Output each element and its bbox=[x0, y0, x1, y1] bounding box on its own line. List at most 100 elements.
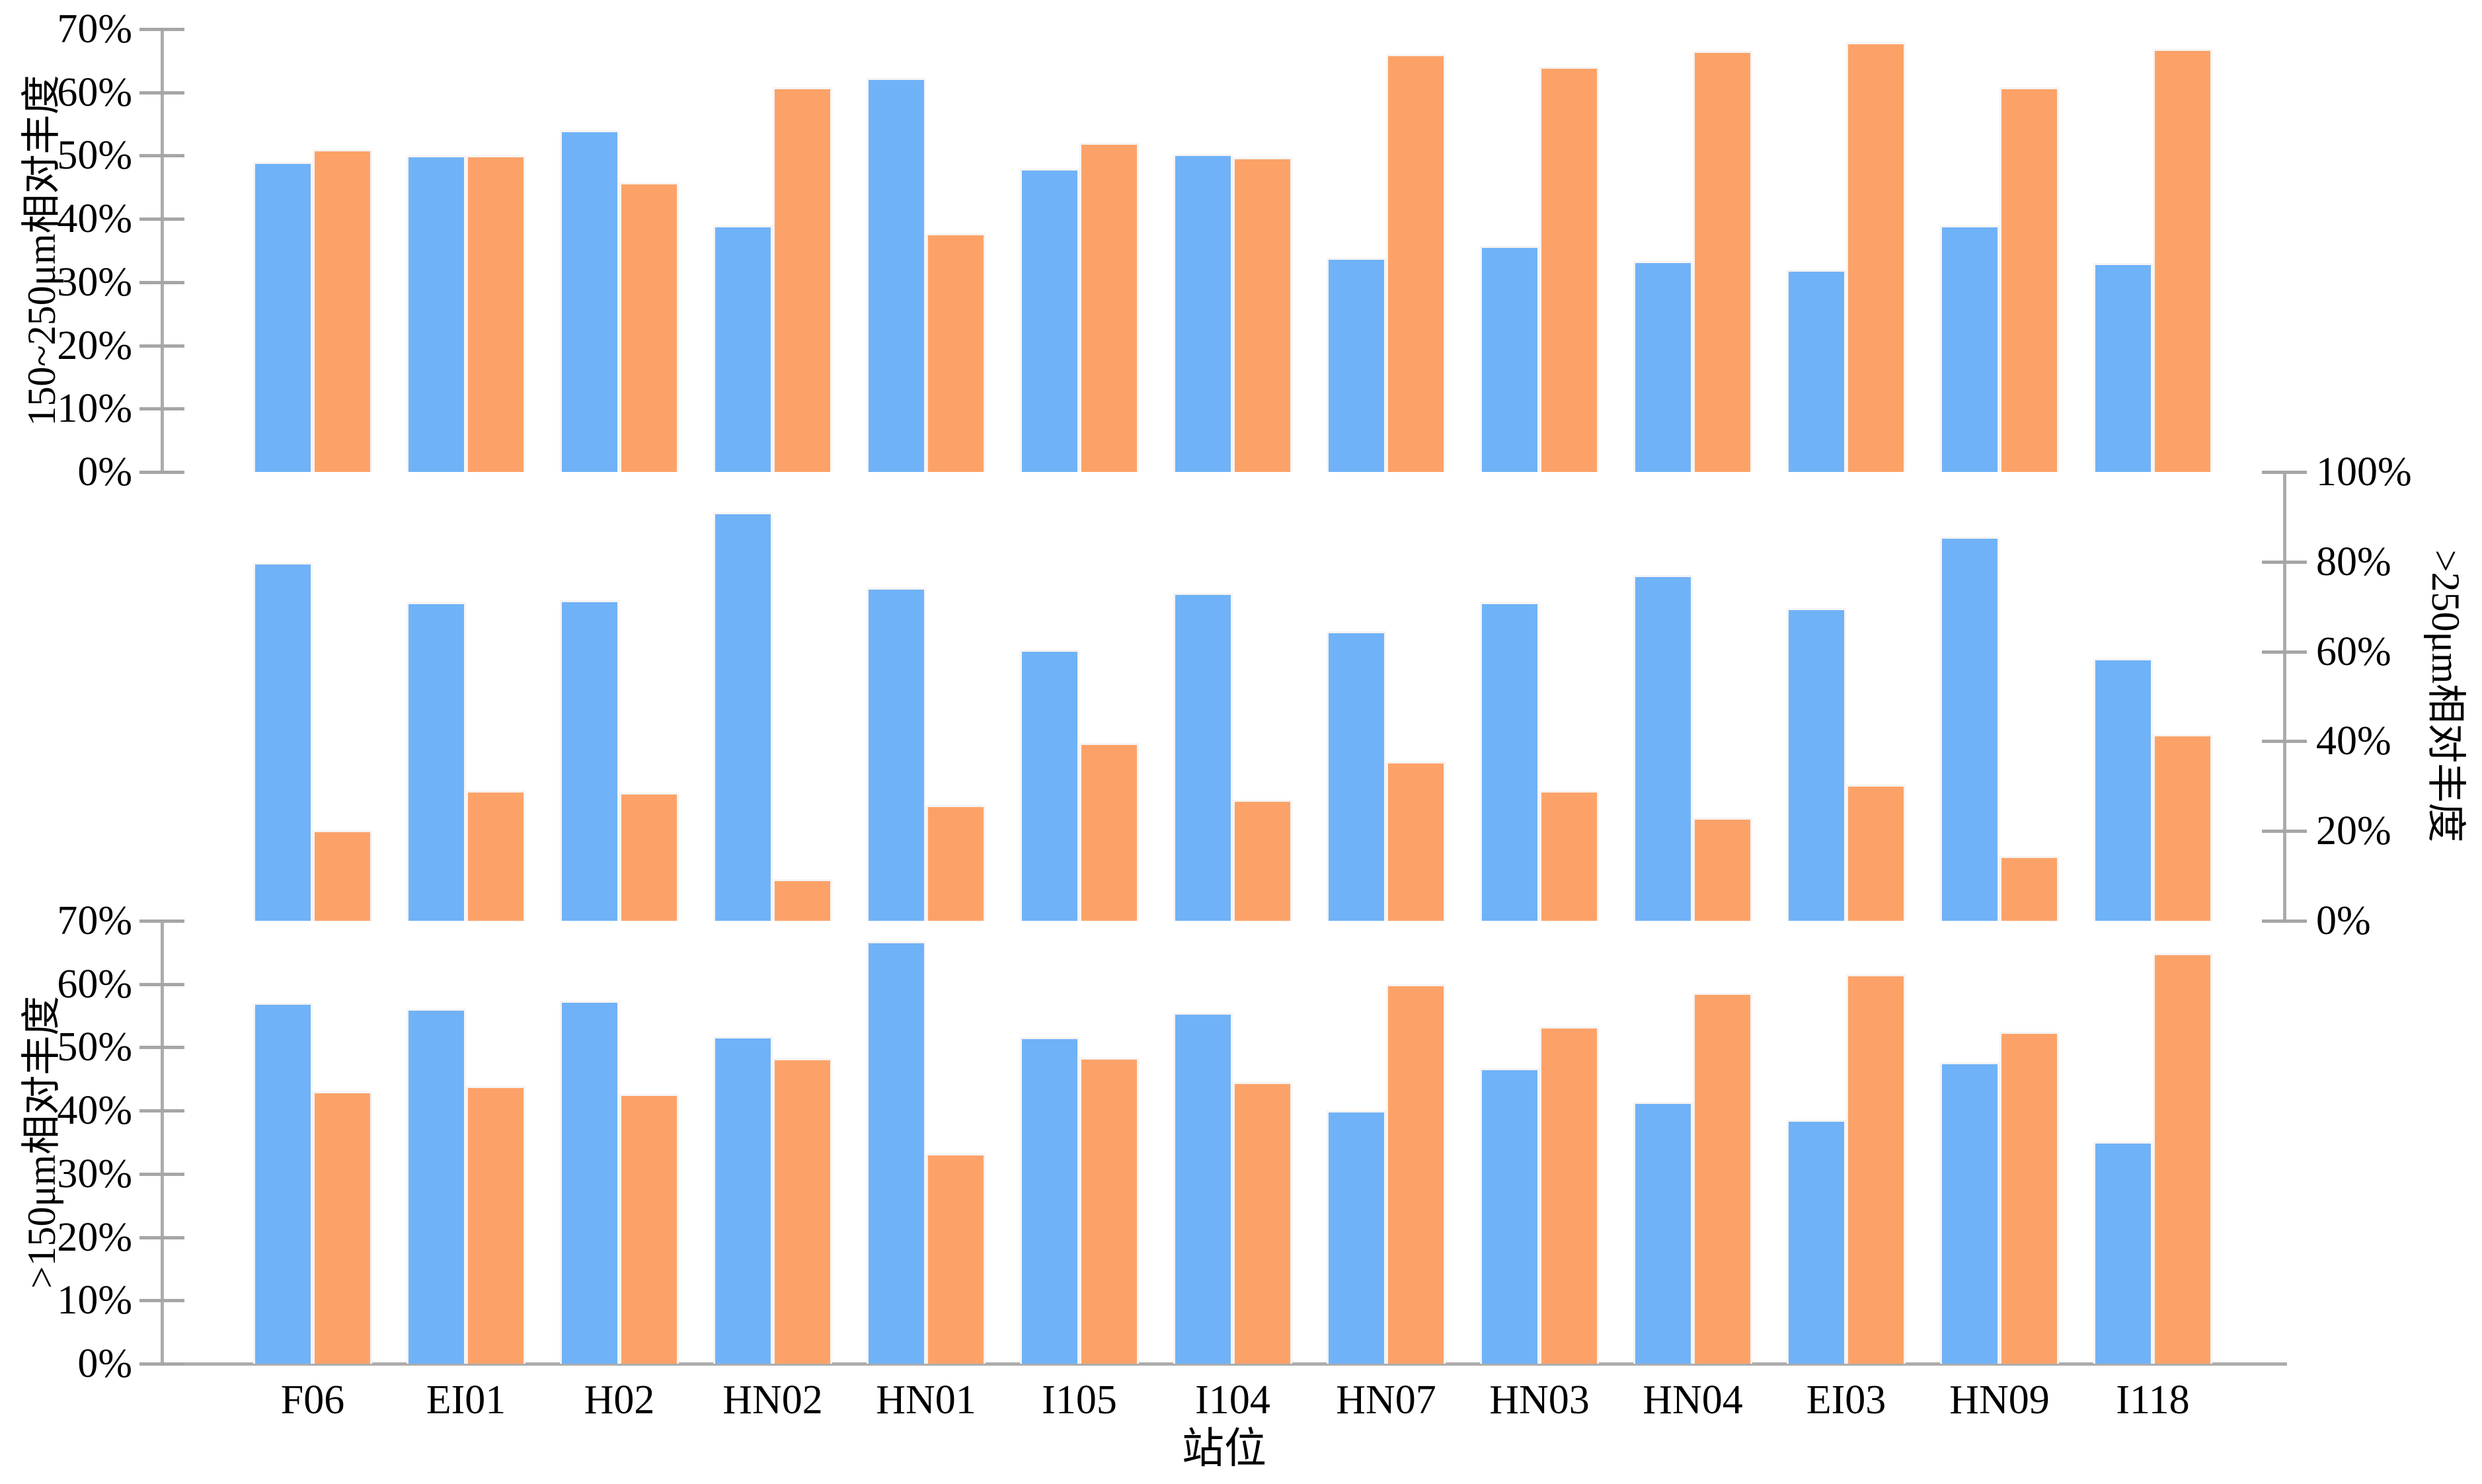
bar-bottom-I104-orange bbox=[1233, 1082, 1292, 1364]
bar-middle-HN07-orange bbox=[1386, 762, 1446, 921]
bar-top-I104-orange bbox=[1233, 157, 1292, 472]
y-tick-label-bottom-40%: 40% bbox=[57, 1088, 132, 1134]
bar-middle-EI01-blue bbox=[407, 602, 466, 921]
y-tick-top-60% bbox=[139, 91, 184, 95]
bar-bottom-HN09-blue bbox=[1940, 1062, 1999, 1364]
bar-top-EI01-orange bbox=[466, 155, 525, 472]
bar-top-I105-blue bbox=[1020, 169, 1079, 472]
bar-bottom-HN07-blue bbox=[1327, 1111, 1386, 1364]
x-label-HN03: HN03 bbox=[1489, 1378, 1590, 1423]
y-tick-label-middle-80%: 80% bbox=[2316, 539, 2391, 584]
bar-middle-HN02-blue bbox=[713, 512, 773, 921]
bar-middle-HN04-blue bbox=[1633, 575, 1693, 921]
y-tick-label-top-40%: 40% bbox=[57, 196, 132, 242]
y-tick-top-50% bbox=[139, 154, 184, 158]
bar-top-HN04-orange bbox=[1693, 51, 1752, 472]
y-tick-top-10% bbox=[139, 407, 184, 411]
y-tick-label-middle-40%: 40% bbox=[2316, 719, 2391, 764]
bar-middle-F06-blue bbox=[253, 563, 313, 921]
y-tick-label-bottom-20%: 20% bbox=[57, 1214, 132, 1260]
y-tick-label-top-20%: 20% bbox=[57, 323, 132, 368]
bar-top-I118-blue bbox=[2093, 263, 2153, 472]
bar-top-HN09-blue bbox=[1940, 225, 1999, 472]
x-axis-line bbox=[161, 1362, 2287, 1366]
bar-middle-HN02-orange bbox=[773, 879, 832, 921]
y-tick-label-bottom-30%: 30% bbox=[57, 1151, 132, 1196]
bar-top-HN03-blue bbox=[1480, 246, 1539, 472]
y-tick-label-top-70%: 70% bbox=[57, 7, 132, 52]
bar-bottom-I105-blue bbox=[1020, 1037, 1079, 1364]
bar-bottom-HN09-orange bbox=[1999, 1032, 2059, 1364]
y-tick-bottom-50% bbox=[139, 1046, 184, 1050]
bar-top-EI03-blue bbox=[1787, 270, 1846, 472]
y-tick-label-bottom-50%: 50% bbox=[57, 1025, 132, 1070]
bar-bottom-H02-blue bbox=[560, 1001, 619, 1364]
bar-bottom-F06-orange bbox=[313, 1091, 372, 1364]
x-label-HN04: HN04 bbox=[1643, 1378, 1743, 1423]
bar-top-HN02-orange bbox=[773, 87, 832, 472]
bar-top-HN01-blue bbox=[867, 78, 926, 472]
bar-bottom-HN02-blue bbox=[713, 1036, 773, 1364]
y-tick-label-top-50%: 50% bbox=[57, 133, 132, 178]
x-axis-title: 站位 bbox=[1182, 1425, 1266, 1472]
y-tick-label-bottom-0%: 0% bbox=[77, 1341, 132, 1386]
bar-bottom-EI01-orange bbox=[466, 1086, 525, 1364]
y-tick-label-top-10%: 10% bbox=[57, 386, 132, 432]
y-tick-label-middle-20%: 20% bbox=[2316, 808, 2391, 854]
y-tick-bottom-0% bbox=[139, 1362, 184, 1366]
bar-top-I104-blue bbox=[1173, 154, 1233, 472]
bar-middle-EI03-blue bbox=[1787, 608, 1846, 921]
y-tick-top-40% bbox=[139, 217, 184, 221]
y-axis-line-top-panel bbox=[161, 29, 164, 472]
bar-bottom-H02-orange bbox=[619, 1094, 679, 1364]
bar-middle-H02-orange bbox=[619, 793, 679, 921]
y-tick-top-0% bbox=[139, 471, 184, 474]
bar-bottom-EI03-orange bbox=[1846, 974, 1906, 1364]
bar-top-HN04-blue bbox=[1633, 261, 1693, 472]
bar-middle-HN09-orange bbox=[1999, 856, 2059, 921]
y-tick-bottom-70% bbox=[139, 919, 184, 923]
y-tick-bottom-30% bbox=[139, 1172, 184, 1176]
y-tick-label-middle-0%: 0% bbox=[2316, 898, 2371, 943]
bar-middle-F06-orange bbox=[313, 830, 372, 921]
bar-middle-HN03-blue bbox=[1480, 602, 1539, 921]
y-tick-label-bottom-60%: 60% bbox=[57, 961, 132, 1007]
y-axis-title-bottom-panel: >150μm相对丰度 bbox=[20, 996, 63, 1289]
bar-bottom-HN01-orange bbox=[926, 1153, 986, 1364]
y-axis-line-bottom-panel bbox=[161, 921, 164, 1364]
bar-bottom-I105-orange bbox=[1079, 1058, 1139, 1364]
y-tick-label-bottom-10%: 10% bbox=[57, 1278, 132, 1323]
y-tick-label-middle-100%: 100% bbox=[2316, 449, 2412, 494]
bar-bottom-HN03-blue bbox=[1480, 1068, 1539, 1364]
bar-top-HN07-blue bbox=[1327, 258, 1386, 472]
y-tick-middle-20% bbox=[2262, 830, 2307, 834]
bar-middle-I105-blue bbox=[1020, 650, 1079, 921]
bar-bottom-F06-blue bbox=[253, 1003, 313, 1364]
bar-bottom-HN04-orange bbox=[1693, 993, 1752, 1364]
bar-bottom-EI01-blue bbox=[407, 1009, 466, 1364]
x-label-HN02: HN02 bbox=[722, 1378, 823, 1423]
bar-middle-EI01-orange bbox=[466, 791, 525, 921]
x-label-EI03: EI03 bbox=[1806, 1378, 1886, 1423]
bar-top-HN02-blue bbox=[713, 225, 773, 472]
x-label-I118: I118 bbox=[2116, 1378, 2190, 1423]
x-label-I105: I105 bbox=[1042, 1378, 1117, 1423]
bar-top-HN07-orange bbox=[1386, 54, 1446, 472]
x-label-I104: I104 bbox=[1195, 1378, 1270, 1423]
x-label-HN09: HN09 bbox=[1949, 1378, 2050, 1423]
bar-top-F06-orange bbox=[313, 149, 372, 472]
bar-top-I118-orange bbox=[2153, 49, 2212, 472]
bar-middle-I104-blue bbox=[1173, 593, 1233, 921]
bar-middle-I104-orange bbox=[1233, 800, 1292, 921]
y-tick-middle-60% bbox=[2262, 650, 2307, 654]
bar-top-HN03-orange bbox=[1539, 67, 1599, 472]
bar-middle-I118-orange bbox=[2153, 734, 2212, 921]
x-label-HN01: HN01 bbox=[876, 1378, 976, 1423]
bar-bottom-HN02-orange bbox=[773, 1058, 832, 1364]
y-tick-middle-0% bbox=[2262, 919, 2307, 923]
bar-top-HN01-orange bbox=[926, 233, 986, 472]
bar-middle-I105-orange bbox=[1079, 743, 1139, 921]
bar-middle-HN03-orange bbox=[1539, 791, 1599, 921]
bar-bottom-EI03-blue bbox=[1787, 1120, 1846, 1364]
